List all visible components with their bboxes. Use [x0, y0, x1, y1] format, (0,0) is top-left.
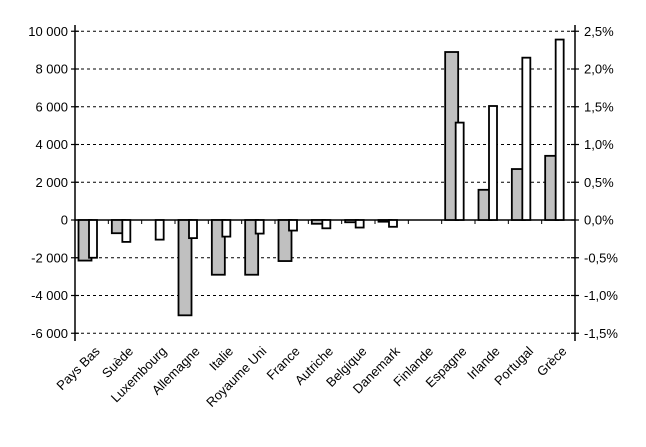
- bar-percent-Italie: [221, 219, 232, 238]
- right-axis-tick-label: 2,0%: [584, 62, 614, 77]
- bar-percent-Pays Bas: [88, 219, 98, 259]
- bar-percent-Royaume Uni: [254, 219, 265, 235]
- bar-percent-Belgique: [354, 219, 365, 229]
- bar-percent-Espagne: [454, 121, 465, 221]
- bar-percent-Portugal: [521, 56, 532, 221]
- bar-percent-Suède: [121, 219, 132, 243]
- left-axis-tick-label: 2 000: [35, 175, 68, 190]
- left-axis-tick-label: -4 000: [31, 288, 68, 303]
- bar-percent-Danemark: [388, 219, 398, 228]
- right-axis-tick-label: 0,5%: [584, 175, 614, 190]
- left-axis-tick-label: 0: [61, 213, 68, 228]
- bar-amount-Allemagne: [177, 219, 193, 317]
- right-axis-tick-label: 0,0%: [584, 213, 614, 228]
- right-axis-tick-label: -1,0%: [584, 288, 618, 303]
- left-axis-tick-label: 6 000: [35, 99, 68, 114]
- category-label-Pays Bas: Pays Bas: [53, 343, 103, 393]
- bar-percent-France: [288, 219, 298, 232]
- bar-percent-Irlande: [488, 105, 498, 221]
- right-axis-tick-label: 1,5%: [584, 99, 614, 114]
- bar-percent-Autriche: [321, 219, 332, 230]
- left-axis-tick-label: 8 000: [35, 62, 68, 77]
- left-axis-tick-label: -6 000: [31, 326, 68, 341]
- right-axis-tick-label: -1,5%: [584, 326, 618, 341]
- right-axis-tick-label: 2,5%: [584, 24, 614, 39]
- bar-percent-Allemagne: [188, 219, 198, 240]
- category-label-Royaume Uni: Royaume Uni: [203, 343, 269, 409]
- category-label-Italie: Italie: [206, 344, 236, 374]
- bar-percent-Grèce: [554, 38, 565, 221]
- left-axis-tick-label: 10 000: [28, 24, 68, 39]
- right-axis-tick-label: 1,0%: [584, 137, 614, 152]
- left-axis-tick-label: 4 000: [35, 137, 68, 152]
- bar-percent-Luxembourg: [154, 219, 165, 241]
- left-axis-tick-label: -2 000: [31, 250, 68, 265]
- category-label-Grèce: Grèce: [534, 344, 570, 380]
- right-axis-tick-label: -0,5%: [584, 250, 618, 265]
